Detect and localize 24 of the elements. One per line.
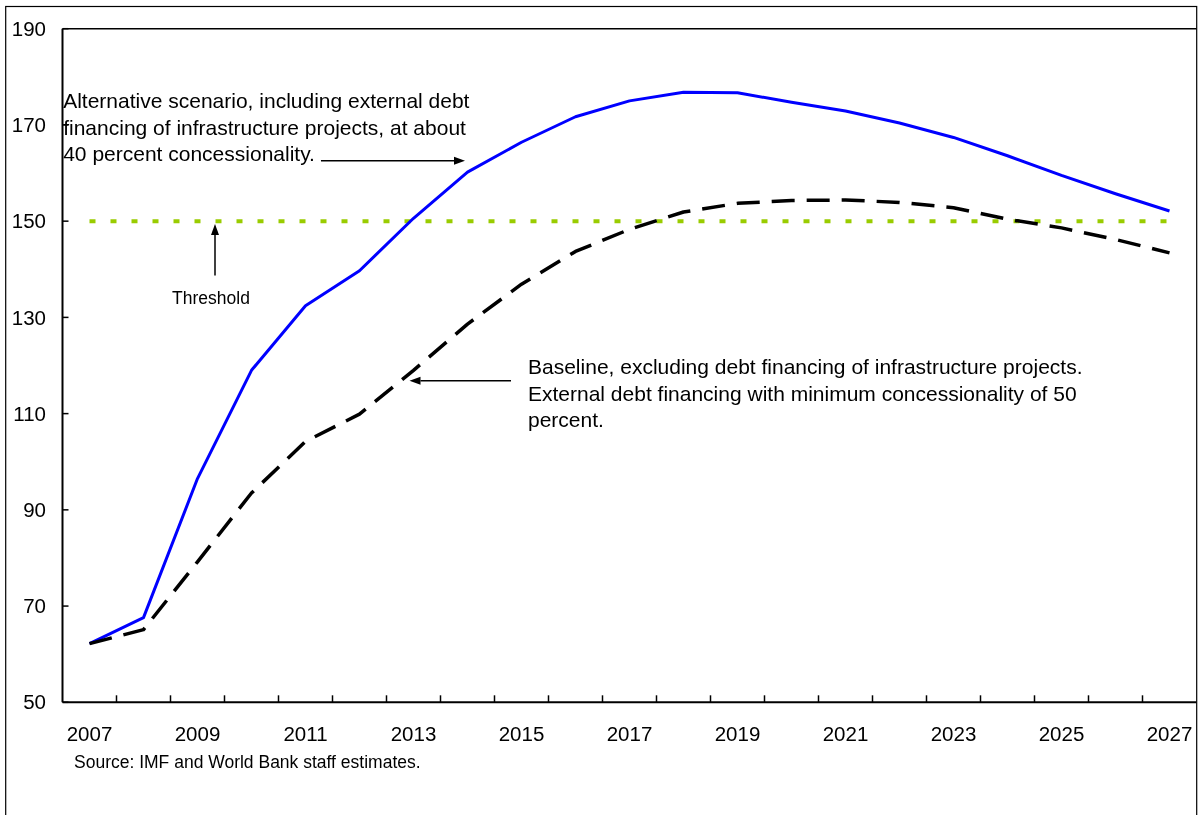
x-tick-label: 2013: [390, 722, 437, 745]
annotation: Alternative scenario, including external debt financing of infrastructure projects, at about 40 percent concessionality.: [63, 89, 470, 166]
annotation: Threshold: [172, 288, 250, 309]
x-tick-label: 2025: [1038, 722, 1085, 745]
source-note: Source: IMF and World Bank staff estimates.: [74, 752, 421, 773]
x-tick-label: 2023: [930, 722, 977, 745]
y-tick-label: 110: [13, 401, 46, 425]
y-tick-label: 190: [11, 16, 46, 40]
y-tick-label: 70: [23, 594, 46, 618]
annotation: Baseline, excluding debt financing of infrastructure projects. External debt financing with minimum concessionality of 50 percent.: [528, 355, 1083, 431]
x-tick-label: 2007: [66, 722, 113, 745]
x-tick-label: 2009: [174, 722, 221, 745]
x-tick-label: 2011: [283, 722, 328, 745]
x-tick-label: 2027: [1146, 722, 1193, 745]
y-tick-label: 170: [11, 113, 46, 137]
line-series: [87, 198, 1172, 646]
x-tick-label: 2015: [498, 722, 545, 745]
y-tick-label: 150: [11, 209, 46, 233]
y-tick-label: 130: [11, 305, 46, 329]
y-tick-label: 90: [23, 498, 46, 522]
y-tick-label: 50: [23, 690, 46, 714]
x-tick-label: 2021: [822, 722, 869, 745]
x-tick-label: 2019: [714, 722, 761, 745]
x-tick-label: 2017: [606, 722, 653, 745]
